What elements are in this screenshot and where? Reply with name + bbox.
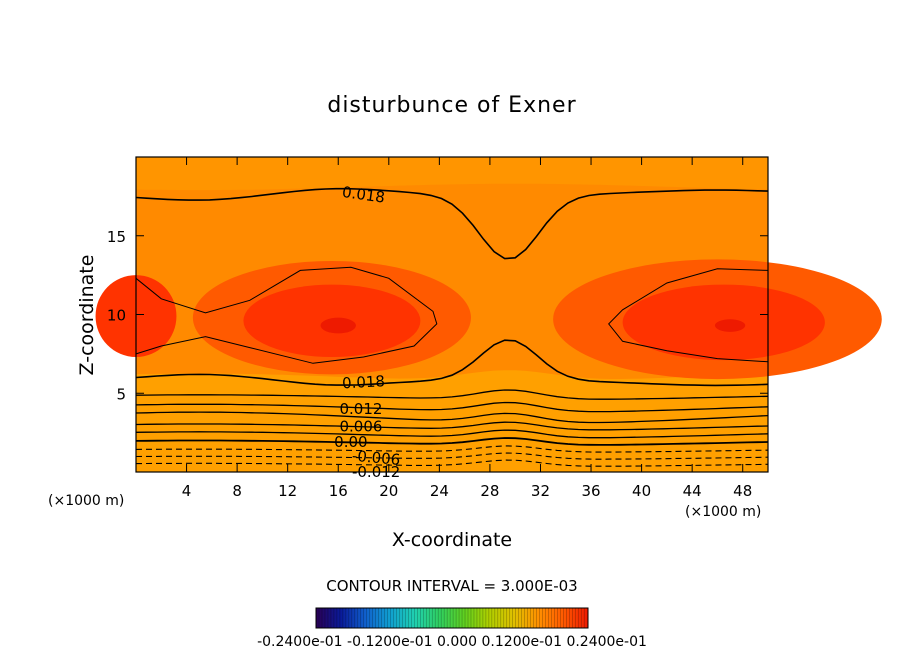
colorbar bbox=[315, 607, 589, 629]
y-unit-label: (×1000 m) bbox=[48, 493, 124, 509]
contour-line bbox=[135, 187, 769, 260]
contour-line bbox=[135, 437, 769, 446]
contour-line bbox=[135, 266, 438, 364]
x-tick-label: 28 bbox=[480, 482, 499, 500]
contour-value-label: 0.006 bbox=[340, 417, 383, 435]
y-axis: 5 10 15 bbox=[107, 228, 768, 403]
x-tick-label: 48 bbox=[733, 482, 752, 500]
x-tick-label: 40 bbox=[632, 482, 651, 500]
x-tick-label: 20 bbox=[379, 482, 398, 500]
contour-line bbox=[135, 452, 769, 460]
x-tick-label: 44 bbox=[683, 482, 702, 500]
x-tick-label: 24 bbox=[430, 482, 449, 500]
color-band bbox=[136, 157, 768, 191]
y-tick-label: 5 bbox=[116, 385, 126, 403]
x-axis-label: X-coordinate bbox=[392, 529, 512, 551]
y-axis-label: Z-coordinate bbox=[76, 255, 98, 376]
contour-line bbox=[135, 401, 769, 413]
x-axis: 4 8 12 16 20 24 28 32 36 40 44 48 bbox=[182, 157, 752, 500]
x-tick-label: 36 bbox=[581, 482, 600, 500]
x-tick-label: 8 bbox=[232, 482, 242, 500]
contour-line bbox=[135, 389, 769, 400]
colorbar-tick-labels: -0.2400e-01 -0.1200e-01 0.000 0.1200e-01… bbox=[257, 634, 647, 650]
contour-line bbox=[135, 445, 769, 453]
contour-value-label: 0.018 bbox=[342, 372, 386, 392]
color-band bbox=[714, 319, 746, 332]
x-tick-label: 16 bbox=[329, 482, 348, 500]
x-tick-label: 4 bbox=[182, 482, 192, 500]
x-tick-label: 32 bbox=[531, 482, 550, 500]
contour-line bbox=[135, 411, 769, 424]
contour-line bbox=[135, 429, 769, 439]
contour-value-label: 0.00 bbox=[334, 433, 367, 451]
x-tick-label: 12 bbox=[278, 482, 297, 500]
contour-line bbox=[135, 339, 769, 387]
contour-value-label: 0.018 bbox=[341, 183, 386, 207]
contour-value-label: -0.006 bbox=[351, 447, 401, 469]
y-tick-label: 10 bbox=[107, 307, 126, 325]
y-tick-label: 15 bbox=[107, 228, 126, 246]
contour-line bbox=[608, 268, 769, 363]
contour-line bbox=[135, 421, 769, 431]
contour-line bbox=[135, 459, 769, 467]
chart-title: disturbunce of Exner bbox=[327, 93, 576, 118]
color-band bbox=[320, 317, 356, 334]
contour-value-label: 0.012 bbox=[340, 400, 383, 418]
x-unit-label: (×1000 m) bbox=[685, 504, 761, 520]
contour-interval-text: CONTOUR INTERVAL = 3.000E-03 bbox=[326, 577, 577, 595]
